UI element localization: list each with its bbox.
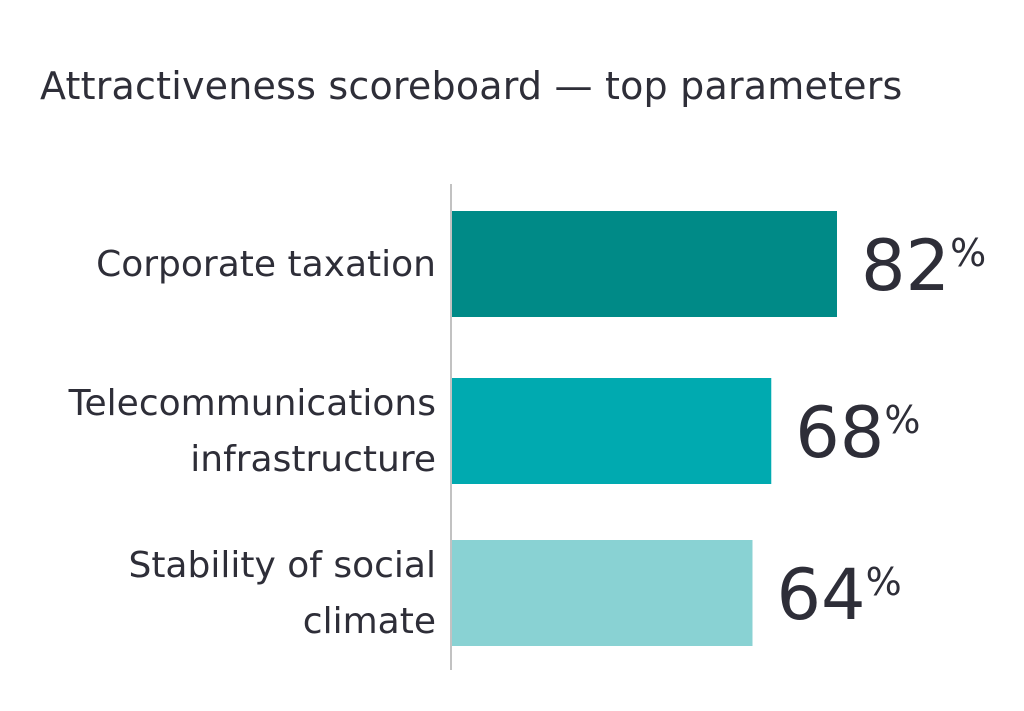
- chart-title: Attractiveness scoreboard — top paramete…: [40, 64, 903, 108]
- bar-1: [452, 211, 837, 317]
- bar-2: [452, 378, 772, 484]
- category-label-1: Corporate taxation: [96, 244, 436, 285]
- value-unit: %: [884, 398, 920, 442]
- bar-3: [452, 540, 753, 646]
- value-label-2: 68%: [795, 392, 920, 474]
- category-label-3: Stability of social climate: [128, 545, 436, 642]
- value-number: 68: [795, 392, 884, 474]
- category-label-line: Corporate taxation: [96, 244, 436, 285]
- value-number: 82: [861, 225, 950, 307]
- category-label-line: infrastructure: [190, 439, 436, 480]
- bars-layer: Corporate taxation 82% Telecommunications i…: [68, 211, 986, 646]
- value-number: 64: [776, 554, 865, 636]
- category-label-line: Stability of social: [128, 545, 436, 586]
- value-unit: %: [866, 560, 902, 604]
- category-label-line: Telecommunications: [68, 383, 436, 424]
- category-label-line: climate: [303, 601, 436, 642]
- value-label-1: 82%: [861, 225, 986, 307]
- value-unit: %: [950, 231, 986, 275]
- value-label-3: 64%: [776, 554, 901, 636]
- category-label-2: Telecommunications infrastructure: [68, 383, 436, 480]
